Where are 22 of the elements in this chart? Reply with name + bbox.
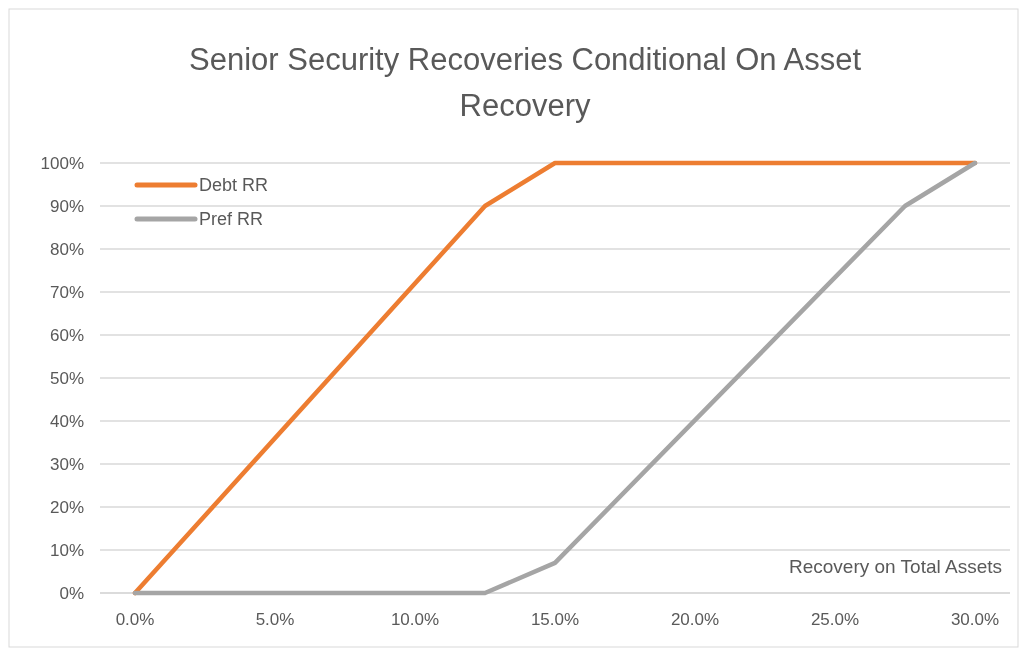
x-tick-label: 5.0% — [255, 610, 295, 629]
x-axis-title: Recovery on Total Assets — [789, 556, 1002, 577]
y-tick-label: 80% — [49, 239, 84, 259]
y-tick-label: 0% — [59, 583, 84, 603]
legend-label: Debt RR — [199, 175, 269, 196]
x-tick-label: 15.0% — [530, 610, 580, 629]
chart-title: Senior Security Recoveries Conditional On Asset Recovery — [189, 42, 862, 123]
x-tick-label: 20.0% — [670, 610, 720, 629]
x-tick-label: 30.0% — [950, 610, 1000, 629]
y-tick-label: 100% — [40, 153, 84, 173]
x-tick-label: 10.0% — [390, 610, 440, 629]
legend-label: Pref RR — [199, 209, 264, 230]
y-tick-label: 10% — [49, 540, 84, 560]
y-tick-label: 40% — [49, 411, 84, 431]
y-tick-label: 20% — [49, 497, 84, 517]
y-tick-label: 90% — [49, 196, 84, 216]
y-tick-label: 30% — [49, 454, 84, 474]
y-tick-label: 60% — [49, 325, 84, 345]
x-tick-label: 0.0% — [115, 610, 155, 629]
y-tick-label: 70% — [49, 282, 84, 302]
y-tick-label: 50% — [49, 368, 84, 388]
x-tick-label: 25.0% — [810, 610, 860, 629]
